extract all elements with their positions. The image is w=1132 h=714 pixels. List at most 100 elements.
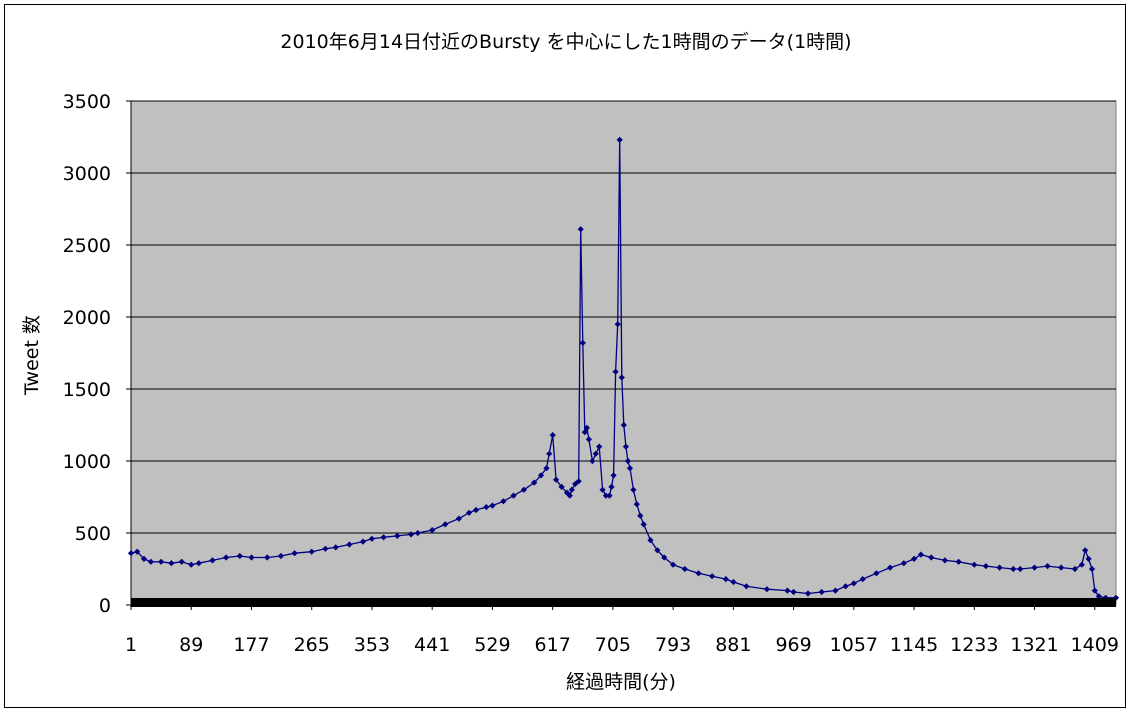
data-point: [832, 587, 839, 594]
data-point: [647, 537, 654, 544]
data-point: [637, 512, 644, 519]
x-axis-ticks: 1 89 177 265 353 441 529 617 705 793 881 969 1057 114…: [125, 605, 1119, 656]
y-axis-ticks: 0 500 1000 1500 2000 2500 3000 3500: [63, 91, 132, 617]
data-point: [520, 486, 528, 493]
data-point: [472, 506, 480, 514]
data-point: [971, 561, 978, 568]
data-point: [900, 560, 907, 567]
data-point: [722, 575, 729, 583]
data-point: [489, 502, 496, 509]
data-point: [640, 521, 647, 528]
x-tick-label: 177: [233, 634, 269, 656]
data-point: [982, 562, 990, 570]
data-point: [654, 547, 661, 554]
data-point: [579, 339, 586, 347]
data-point: [784, 587, 791, 594]
data-point: [804, 590, 812, 597]
data-point: [630, 486, 637, 493]
data-point: [500, 498, 507, 505]
data-point: [818, 588, 825, 596]
x-tick-label: 1: [125, 634, 137, 656]
data-point: [546, 450, 553, 457]
x-tick-label: 1321: [1010, 634, 1058, 656]
data-point: [1095, 593, 1103, 600]
data-point: [730, 578, 737, 586]
data-point: [592, 450, 599, 457]
data-point: [669, 561, 677, 568]
data-point: [568, 486, 575, 493]
data-point: [886, 564, 894, 571]
data-point: [1078, 561, 1085, 568]
y-tick-label: 1500: [63, 379, 111, 401]
data-point: [308, 548, 315, 555]
data-point: [585, 436, 593, 443]
data-point: [1085, 555, 1092, 563]
data-point: [681, 565, 688, 573]
x-tick-label: 969: [775, 634, 811, 656]
data-point: [558, 483, 565, 491]
y-tick-label: 2500: [63, 235, 111, 257]
x-tick-label: 705: [595, 634, 631, 656]
data-point: [291, 550, 298, 557]
data-point: [790, 588, 797, 596]
x-tick-label: 793: [655, 634, 691, 656]
data-point: [955, 558, 962, 565]
y-tick-label: 0: [99, 595, 111, 617]
data-point: [537, 472, 545, 479]
x-tick-label: 441: [414, 634, 450, 656]
x-tick-label: 353: [354, 634, 390, 656]
data-point: [873, 570, 880, 577]
data-point: [910, 555, 918, 563]
x-tick-label: 89: [179, 634, 203, 656]
data-point: [850, 580, 857, 587]
gridlines: [131, 100, 1116, 534]
x-tick-label: 529: [474, 634, 510, 656]
chart-title: 2010年6月14日付近のBursty を中心にした1時間のデータ(1時間): [280, 31, 851, 53]
data-point: [661, 554, 668, 561]
data-point: [483, 503, 490, 511]
y-tick-label: 2000: [63, 307, 111, 329]
plot-area: [130, 100, 1117, 606]
y-tick-label: 3000: [63, 163, 111, 185]
data-point: [380, 534, 387, 541]
data-point: [708, 573, 716, 580]
data-point: [928, 554, 935, 561]
data-point: [599, 486, 606, 493]
data-point: [1017, 565, 1024, 573]
data-point: [695, 570, 702, 577]
x-tick-label: 1145: [890, 634, 938, 656]
data-point: [583, 424, 591, 432]
x-tick-label: 617: [535, 634, 571, 656]
data-point: [763, 586, 771, 593]
data-point: [1044, 562, 1051, 570]
y-tick-label: 3500: [63, 91, 111, 113]
data-point: [1088, 565, 1096, 573]
x-tick-label: 881: [715, 634, 751, 656]
data-point: [941, 557, 949, 564]
data-point: [1031, 564, 1038, 571]
data-point: [264, 554, 271, 561]
data-point: [442, 521, 449, 528]
y-tick-label: 1000: [63, 451, 111, 473]
data-point: [1071, 565, 1079, 573]
data-point: [332, 544, 339, 551]
data-point: [1010, 565, 1017, 573]
y-tick-label: 500: [75, 523, 111, 545]
data-point: [859, 575, 866, 583]
x-tick-label: 265: [294, 634, 330, 656]
x-tick-label: 1409: [1071, 634, 1119, 656]
data-point: [917, 551, 925, 558]
data-point: [610, 472, 617, 479]
data-point: [222, 554, 230, 561]
data-point: [407, 531, 415, 538]
data-point: [1091, 587, 1098, 594]
data-point: [842, 583, 849, 590]
data-point: [608, 483, 615, 491]
data-point: [743, 583, 750, 590]
x-tick-label: 1233: [950, 634, 998, 656]
data-point: [996, 564, 1003, 571]
data-point: [510, 492, 517, 499]
y-axis-label: Tweet 数: [21, 315, 43, 396]
data-point: [1058, 564, 1065, 571]
